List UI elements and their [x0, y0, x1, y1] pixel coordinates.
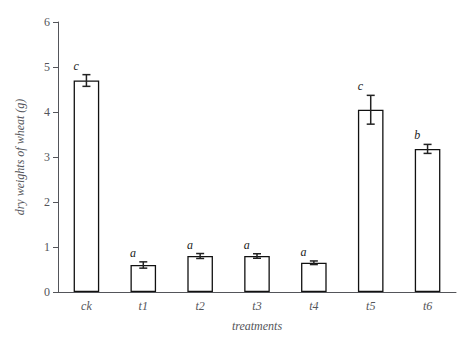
svg-text:ck: ck: [81, 299, 92, 313]
svg-text:a: a: [244, 238, 250, 252]
svg-text:3: 3: [44, 150, 50, 164]
svg-text:a: a: [187, 238, 193, 252]
svg-text:6: 6: [44, 15, 50, 29]
svg-text:t6: t6: [423, 299, 432, 313]
svg-text:a: a: [301, 245, 307, 259]
svg-text:dry weights of wheat (g): dry weights of wheat (g): [13, 99, 27, 216]
svg-text:t1: t1: [139, 299, 148, 313]
svg-text:1: 1: [44, 240, 50, 254]
svg-text:5: 5: [44, 60, 50, 74]
svg-text:4: 4: [44, 105, 50, 119]
svg-text:a: a: [130, 246, 136, 260]
svg-text:t3: t3: [252, 299, 261, 313]
svg-text:t5: t5: [366, 299, 375, 313]
svg-text:t4: t4: [309, 299, 318, 313]
svg-text:2: 2: [44, 195, 50, 209]
svg-text:b: b: [414, 128, 420, 142]
svg-text:t2: t2: [195, 299, 204, 313]
svg-text:c: c: [74, 59, 80, 73]
svg-text:treatments: treatments: [232, 319, 283, 333]
svg-text:c: c: [358, 79, 364, 93]
svg-text:0: 0: [44, 285, 50, 299]
